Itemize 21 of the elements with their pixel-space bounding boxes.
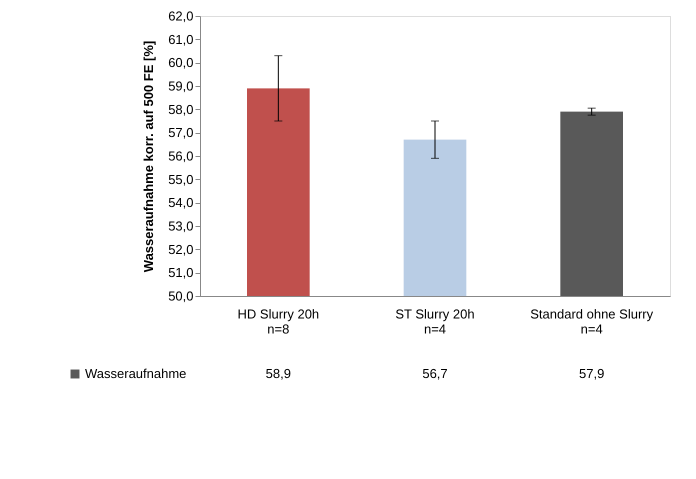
text: 57,9 <box>579 366 604 381</box>
text: 56,7 <box>422 366 448 381</box>
y-tick-label: 53,0 <box>168 218 194 234</box>
y-tick-label: 51,0 <box>168 265 194 280</box>
y-tick-label: 50,0 <box>168 288 194 304</box>
text: 58,9 <box>266 366 291 381</box>
x-tick-label: HD Slurry 20h n=8 <box>238 306 320 336</box>
y-tick-label: 58,0 <box>168 102 194 117</box>
y-tick-label: 52,0 <box>168 242 194 257</box>
y-tick-label: 56,0 <box>168 148 194 164</box>
y-tick-label: 54,0 <box>168 195 194 210</box>
x-tick-label: ST Slurry 20h n=4 <box>395 306 475 336</box>
y-tick-label: 60,0 <box>168 55 194 70</box>
x-tick-label: Standard ohne Slurry n=4 <box>530 306 654 336</box>
y-tick-label: 59,0 <box>168 78 194 94</box>
y-tick-label: 62,0 <box>168 8 194 24</box>
legend-label: Wasseraufnahme <box>85 366 186 381</box>
y-axis-title: Wasseraufnahme korr. auf 500 FE [%] <box>141 40 156 272</box>
y-tick-label: 55,0 <box>168 172 194 187</box>
y-tick-label: 57,0 <box>168 125 194 140</box>
y-tick-label: 61,0 <box>168 32 194 47</box>
